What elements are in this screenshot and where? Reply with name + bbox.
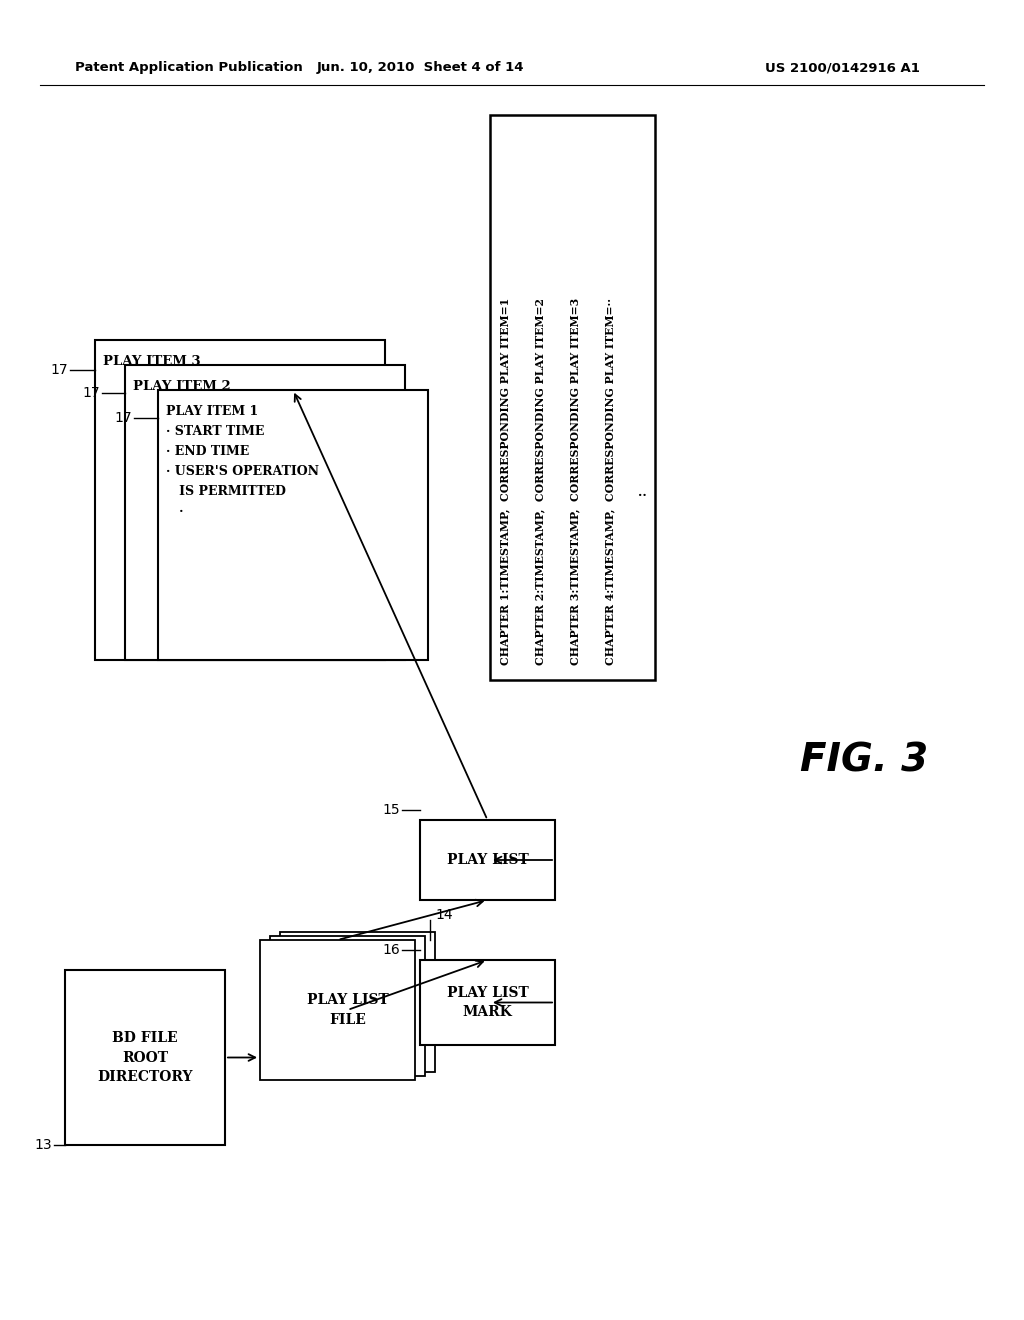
Bar xyxy=(95,341,385,660)
Bar xyxy=(260,940,415,1080)
Text: ··: ·· xyxy=(638,488,646,502)
Bar xyxy=(158,389,428,660)
Bar xyxy=(125,366,406,660)
Text: 17: 17 xyxy=(50,363,68,378)
Text: CHAPTER 3:TIMESTAMP,  CORRESPONDING PLAY ITEM=3: CHAPTER 3:TIMESTAMP, CORRESPONDING PLAY … xyxy=(569,298,580,665)
Bar xyxy=(420,820,555,900)
Text: US 2100/0142916 A1: US 2100/0142916 A1 xyxy=(765,62,920,74)
Text: PLAY ITEM 3: PLAY ITEM 3 xyxy=(103,355,201,368)
Text: PLAY ITEM 2: PLAY ITEM 2 xyxy=(133,380,230,393)
Text: PLAY LIST: PLAY LIST xyxy=(446,853,528,867)
Text: 16: 16 xyxy=(382,942,400,957)
Text: CHAPTER 2:TIMESTAMP,  CORRESPONDING PLAY ITEM=2: CHAPTER 2:TIMESTAMP, CORRESPONDING PLAY … xyxy=(534,298,545,665)
Text: 15: 15 xyxy=(382,803,400,817)
Text: 17: 17 xyxy=(115,411,132,425)
Text: PLAY LIST
FILE: PLAY LIST FILE xyxy=(306,993,388,1027)
Text: 14: 14 xyxy=(435,908,453,921)
Bar xyxy=(280,932,435,1072)
Text: CHAPTER 1:TIMESTAMP,  CORRESPONDING PLAY ITEM=1: CHAPTER 1:TIMESTAMP, CORRESPONDING PLAY … xyxy=(499,298,510,665)
Text: PLAY ITEM 1
· START TIME
· END TIME
· USER'S OPERATION
   IS PERMITTED
   ·: PLAY ITEM 1 · START TIME · END TIME · US… xyxy=(166,405,319,517)
Bar xyxy=(270,936,425,1076)
Bar xyxy=(65,970,225,1144)
Text: BD FILE
ROOT
DIRECTORY: BD FILE ROOT DIRECTORY xyxy=(97,1031,193,1084)
Text: FIG. 3: FIG. 3 xyxy=(800,741,928,779)
Text: Patent Application Publication: Patent Application Publication xyxy=(75,62,303,74)
Bar xyxy=(420,960,555,1045)
Text: PLAY LIST
MARK: PLAY LIST MARK xyxy=(446,986,528,1019)
Text: 17: 17 xyxy=(82,385,100,400)
Text: 13: 13 xyxy=(35,1138,52,1152)
Bar xyxy=(490,115,655,680)
Text: CHAPTER 4:TIMESTAMP,  CORRESPONDING PLAY ITEM=··: CHAPTER 4:TIMESTAMP, CORRESPONDING PLAY … xyxy=(604,298,615,665)
Text: Jun. 10, 2010  Sheet 4 of 14: Jun. 10, 2010 Sheet 4 of 14 xyxy=(316,62,523,74)
